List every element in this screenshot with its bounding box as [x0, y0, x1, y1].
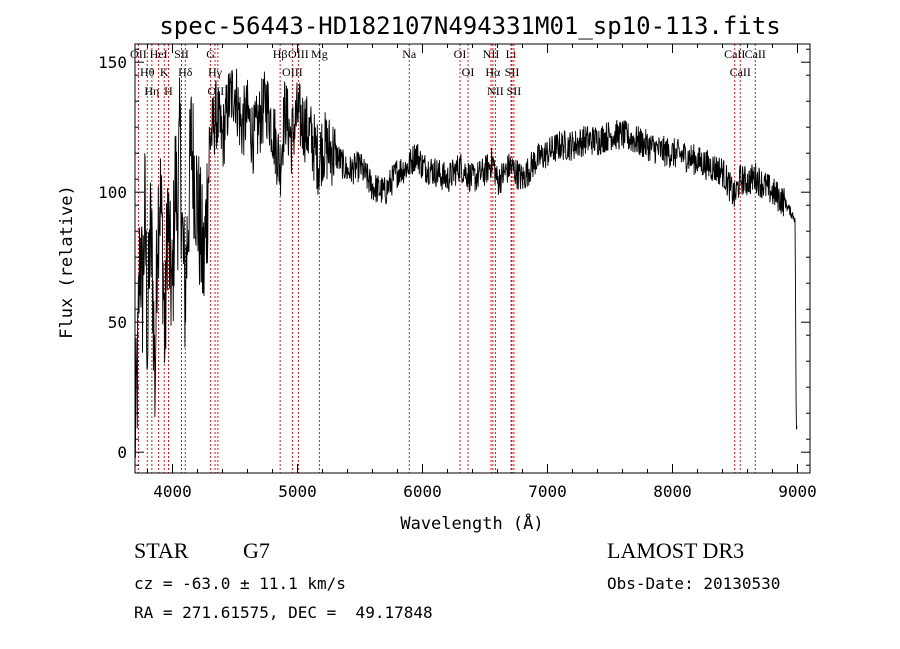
object-class: STAR [134, 538, 189, 563]
x-tick-label: 5000 [278, 482, 317, 501]
x-tick-label: 7000 [528, 482, 567, 501]
line-marker-label: Hθ [140, 65, 155, 79]
line-marker-label: SII [174, 47, 189, 61]
line-marker-label: OIII [282, 65, 303, 79]
y-tick-label: 100 [98, 183, 127, 202]
y-tick-label: 150 [98, 53, 127, 72]
x-tick-label: 9000 [778, 482, 817, 501]
line-marker-label: H [164, 84, 173, 98]
line-marker-label: Hα [485, 65, 501, 79]
line-marker-label: SII [505, 65, 520, 79]
line-marker-label: Hη [144, 84, 159, 98]
coordinates-text: RA = 271.61575, DEC = 49.17848 [134, 603, 433, 622]
line-marker-label: CaII [730, 65, 751, 79]
line-marker-label: OI [462, 65, 475, 79]
line-marker-label: OIII [288, 47, 309, 61]
line-marker-label: Hβ [273, 47, 288, 61]
line-marker-label: G [206, 47, 215, 61]
line-marker-label: Li [506, 47, 517, 61]
spectrum-line [134, 68, 798, 458]
line-marker-label: CaII [745, 47, 766, 61]
line-marker-label: Na [402, 47, 417, 61]
y-axis-label: Flux (relative) [57, 185, 77, 339]
chart-title: spec-56443-HD182107N494331M01_sp10-113.f… [159, 12, 780, 40]
line-marker-label: Hδ [178, 65, 193, 79]
object-subclass: G7 [243, 538, 270, 563]
x-tick-label: 6000 [403, 482, 442, 501]
spectrum-series [134, 68, 798, 458]
y-tick-label: 50 [108, 313, 127, 332]
x-axis-label: Wavelength (Å) [400, 512, 543, 534]
line-marker-label: Hγ [208, 65, 223, 79]
axes: 4000 5000 6000 7000 8000 9000 0 50 100 150 [98, 44, 817, 501]
x-tick-label: 8000 [653, 482, 692, 501]
obs-date-text: Obs-Date: 20130530 [607, 574, 781, 593]
line-marker-label: SII [507, 84, 522, 98]
line-marker-label: Mg [311, 47, 328, 61]
line-marker-label: OIII [208, 84, 229, 98]
x-tick-label: 4000 [153, 482, 192, 501]
line-marker-label: K [160, 65, 169, 79]
line-marker-label: HeI [150, 47, 168, 61]
survey-name: LAMOST DR3 [607, 538, 745, 563]
line-marker-label: NII [487, 84, 504, 98]
line-marker-label: NII [483, 47, 500, 61]
redshift-text: cz = -63.0 ± 11.1 km/s [134, 574, 346, 593]
line-marker-label: OI [454, 47, 467, 61]
line-marker-label: OII [130, 47, 147, 61]
y-tick-label: 0 [117, 443, 127, 462]
line-marker-label: CaII [724, 47, 745, 61]
